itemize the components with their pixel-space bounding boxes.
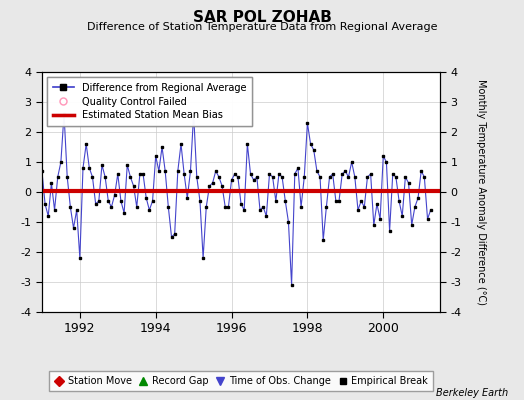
Text: Difference of Station Temperature Data from Regional Average: Difference of Station Temperature Data f… [87,22,437,32]
Y-axis label: Monthly Temperature Anomaly Difference (°C): Monthly Temperature Anomaly Difference (… [476,79,486,305]
Legend: Difference from Regional Average, Quality Control Failed, Estimated Station Mean: Difference from Regional Average, Qualit… [47,77,252,126]
Text: Berkeley Earth: Berkeley Earth [436,388,508,398]
Text: SAR POL ZOHAB: SAR POL ZOHAB [192,10,332,25]
Legend: Station Move, Record Gap, Time of Obs. Change, Empirical Break: Station Move, Record Gap, Time of Obs. C… [49,372,433,391]
